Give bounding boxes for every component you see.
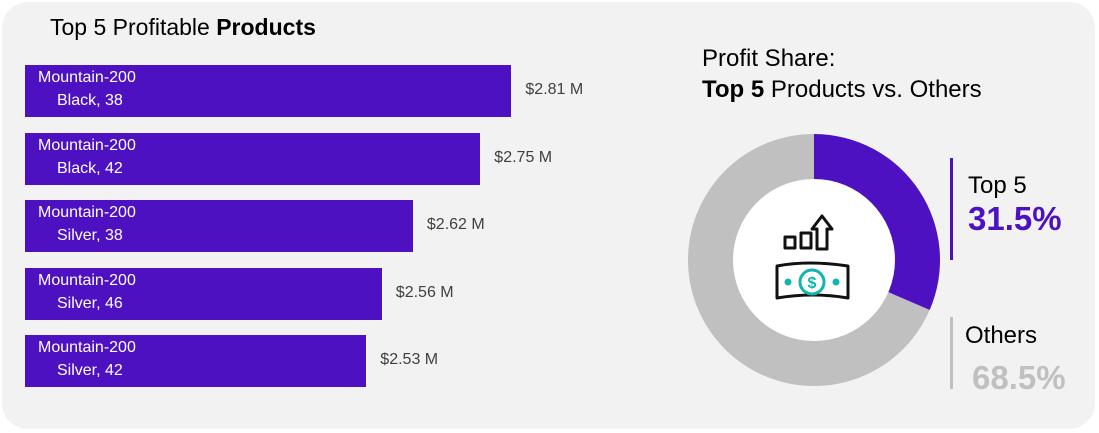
- bar-label-line2: Silver, 46: [57, 295, 123, 312]
- bar-value-label: $2.75 M: [494, 149, 553, 166]
- bar-label-line2: Black, 38: [57, 92, 123, 109]
- legend-value: 68.5%: [972, 359, 1066, 396]
- bar: Mountain-200 Silver, 42: [25, 335, 367, 387]
- donut-title-line1: Profit Share:: [702, 45, 836, 72]
- bar-label-line1: Mountain-200: [38, 204, 136, 221]
- donut-title: Profit Share: Top 5 Products vs. Others: [702, 43, 982, 105]
- donut-title-rest: Products vs. Others: [764, 76, 982, 103]
- bar-label-line1: Mountain-200: [38, 137, 136, 154]
- donut-title-line2: Top 5 Products vs. Others: [702, 74, 982, 105]
- bar: Mountain-200 Black, 38: [25, 65, 512, 117]
- bar-value-label: $2.56 M: [395, 284, 454, 301]
- bar-value-label: $2.53 M: [380, 351, 439, 368]
- money-banknote-icon: $: [775, 261, 850, 300]
- title-regular-text: Top 5 Profitable: [50, 14, 217, 40]
- bar: Mountain-200 Silver, 38: [25, 200, 413, 252]
- bar-value-label: $2.62 M: [426, 216, 485, 233]
- bar-label-line2: Silver, 38: [57, 227, 123, 244]
- bar-label-line1: Mountain-200: [38, 69, 136, 86]
- legend-value: 31.5%: [968, 200, 1062, 237]
- growth-bars-arrow-icon: [783, 214, 834, 251]
- title-bold-text: Products: [216, 14, 316, 40]
- bar-label-line2: Black, 42: [57, 160, 123, 177]
- bar: Mountain-200 Silver, 46: [25, 268, 382, 320]
- donut-title-accent: Top 5: [702, 76, 765, 103]
- bar-label-line2: Silver, 42: [57, 362, 123, 379]
- donut-chart: $: [688, 134, 940, 386]
- legend-label: Top 5: [968, 172, 1027, 199]
- donut-center: [733, 179, 895, 341]
- svg-text:$: $: [808, 275, 817, 292]
- bar-value-label: $2.81 M: [525, 81, 584, 98]
- bar-label-line1: Mountain-200: [38, 339, 136, 356]
- bar-chart: Mountain-200 Black, 38 $2.81 M Mountain-200…: [25, 0, 645, 433]
- legend-marker: [950, 158, 953, 260]
- legend-label: Others: [965, 322, 1038, 349]
- legend-marker: [950, 317, 953, 389]
- chart-title: Top 5 Profitable Products: [50, 14, 316, 41]
- bar-label-line1: Mountain-200: [38, 272, 136, 289]
- bar: Mountain-200 Black, 42: [25, 133, 481, 185]
